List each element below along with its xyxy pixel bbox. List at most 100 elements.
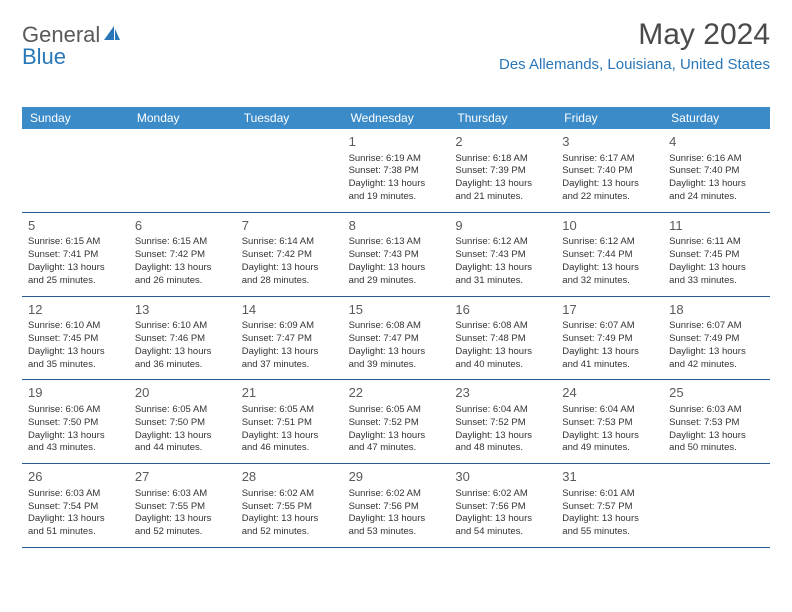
- day-cell-25: 25Sunrise: 6:03 AMSunset: 7:53 PMDayligh…: [663, 380, 770, 463]
- day-info: Sunrise: 6:11 AMSunset: 7:45 PMDaylight:…: [669, 236, 764, 287]
- day-info: Sunrise: 6:06 AMSunset: 7:50 PMDaylight:…: [28, 404, 123, 455]
- day-cell-21: 21 Sunrise: 6:05 AMSunset: 7:51 PMDayligh…: [236, 380, 343, 463]
- day-number: 23: [455, 384, 550, 402]
- day-cell-12: 12Sunrise: 6:10 AMSunset: 7:45 PMDayligh…: [22, 297, 129, 380]
- day-number: 4: [669, 133, 764, 151]
- day-number: 24: [562, 384, 657, 402]
- day-number: 21: [242, 384, 337, 402]
- day-info: Sunrise: 6:07 AMSunset: 7:49 PMDaylight:…: [562, 320, 657, 371]
- day-cell-6: 6Sunrise: 6:15 AMSunset: 7:42 PMDaylight…: [129, 213, 236, 296]
- day-info: Sunrise: 6:02 AMSunset: 7:55 PMDaylight:…: [242, 488, 337, 539]
- day-header-sunday: Sunday: [22, 107, 129, 129]
- day-number: 7: [242, 217, 337, 235]
- day-info: Sunrise: 6:05 AMSunset: 7:51 PMDaylight:…: [242, 404, 337, 455]
- day-number: 14: [242, 301, 337, 319]
- day-header-friday: Friday: [556, 107, 663, 129]
- week-row: 5Sunrise: 6:15 AMSunset: 7:41 PMDaylight…: [22, 213, 770, 297]
- day-number: 6: [135, 217, 230, 235]
- day-cell-empty: [129, 129, 236, 212]
- day-number: 27: [135, 468, 230, 486]
- day-header-wednesday: Wednesday: [343, 107, 450, 129]
- day-number: 1: [349, 133, 444, 151]
- day-cell-26: 26 Sunrise: 6:03 AMSunset: 7:54 PMDayligh…: [22, 464, 129, 547]
- day-info: Sunrise: 6:03 AMSunset: 7:53 PMDaylight:…: [669, 404, 764, 455]
- day-header-saturday: Saturday: [663, 107, 770, 129]
- day-info: Sunrise: 6:18 AMSunset: 7:39 PMDaylight:…: [455, 153, 550, 204]
- day-cell-23: 23 Sunrise: 6:04 AMSunset: 7:52 PMDayligh…: [449, 380, 556, 463]
- day-info: Sunrise: 6:12 AMSunset: 7:44 PMDaylight:…: [562, 236, 657, 287]
- day-info: Sunrise: 6:15 AMSunset: 7:42 PMDaylight:…: [135, 236, 230, 287]
- day-info: Sunrise: 6:10 AMSunset: 7:45 PMDaylight:…: [28, 320, 123, 371]
- day-info: Sunrise: 6:02 AMSunset: 7:56 PMDaylight:…: [349, 488, 444, 539]
- day-number: 15: [349, 301, 444, 319]
- day-info: Sunrise: 6:04 AMSunset: 7:52 PMDaylight:…: [455, 404, 550, 455]
- day-cell-empty: [236, 129, 343, 212]
- day-number: 30: [455, 468, 550, 486]
- day-info: Sunrise: 6:05 AMSunset: 7:50 PMDaylight:…: [135, 404, 230, 455]
- day-cell-13: 13Sunrise: 6:10 AMSunset: 7:46 PMDayligh…: [129, 297, 236, 380]
- day-cell-14: 14Sunrise: 6:09 AMSunset: 7:47 PMDayligh…: [236, 297, 343, 380]
- day-cell-5: 5Sunrise: 6:15 AMSunset: 7:41 PMDaylight…: [22, 213, 129, 296]
- day-cell-4: 4Sunrise: 6:16 AMSunset: 7:40 PMDaylight…: [663, 129, 770, 212]
- day-cell-28: 28Sunrise: 6:02 AMSunset: 7:55 PMDayligh…: [236, 464, 343, 547]
- calendar-grid: SundayMondayTuesdayWednesdayThursdayFrid…: [22, 107, 770, 548]
- day-info: Sunrise: 6:12 AMSunset: 7:43 PMDaylight:…: [455, 236, 550, 287]
- day-info: Sunrise: 6:17 AMSunset: 7:40 PMDaylight:…: [562, 153, 657, 204]
- day-cell-1: 1 Sunrise: 6:19 AMSunset: 7:38 PMDaylight…: [343, 129, 450, 212]
- day-cell-31: 31Sunrise: 6:01 AMSunset: 7:57 PMDayligh…: [556, 464, 663, 547]
- day-number: 13: [135, 301, 230, 319]
- day-info: Sunrise: 6:08 AMSunset: 7:47 PMDaylight:…: [349, 320, 444, 371]
- day-cell-empty: [663, 464, 770, 547]
- day-cell-24: 24 Sunrise: 6:04 AMSunset: 7:53 PMDayligh…: [556, 380, 663, 463]
- day-number: 20: [135, 384, 230, 402]
- day-number: 29: [349, 468, 444, 486]
- day-cell-3: 3 Sunrise: 6:17 AMSunset: 7:40 PMDaylight…: [556, 129, 663, 212]
- day-info: Sunrise: 6:03 AMSunset: 7:55 PMDaylight:…: [135, 488, 230, 539]
- week-row: 12Sunrise: 6:10 AMSunset: 7:45 PMDayligh…: [22, 297, 770, 381]
- day-info: Sunrise: 6:08 AMSunset: 7:48 PMDaylight:…: [455, 320, 550, 371]
- day-cell-30: 30Sunrise: 6:02 AMSunset: 7:56 PMDayligh…: [449, 464, 556, 547]
- brand-logo-line2: Blue: [22, 44, 66, 70]
- day-info: Sunrise: 6:09 AMSunset: 7:47 PMDaylight:…: [242, 320, 337, 371]
- day-number: 3: [562, 133, 657, 151]
- day-number: 22: [349, 384, 444, 402]
- week-row: 19Sunrise: 6:06 AMSunset: 7:50 PMDayligh…: [22, 380, 770, 464]
- day-cell-27: 27 Sunrise: 6:03 AMSunset: 7:55 PMDayligh…: [129, 464, 236, 547]
- day-header-tuesday: Tuesday: [236, 107, 343, 129]
- week-row: 26 Sunrise: 6:03 AMSunset: 7:54 PMDayligh…: [22, 464, 770, 548]
- day-number: 26: [28, 468, 123, 486]
- weeks-container: 1 Sunrise: 6:19 AMSunset: 7:38 PMDaylight…: [22, 129, 770, 548]
- day-info: Sunrise: 6:14 AMSunset: 7:42 PMDaylight:…: [242, 236, 337, 287]
- day-cell-15: 15Sunrise: 6:08 AMSunset: 7:47 PMDayligh…: [343, 297, 450, 380]
- day-cell-11: 11Sunrise: 6:11 AMSunset: 7:45 PMDayligh…: [663, 213, 770, 296]
- day-cell-22: 22Sunrise: 6:05 AMSunset: 7:52 PMDayligh…: [343, 380, 450, 463]
- day-cell-19: 19Sunrise: 6:06 AMSunset: 7:50 PMDayligh…: [22, 380, 129, 463]
- day-cell-29: 29 Sunrise: 6:02 AMSunset: 7:56 PMDayligh…: [343, 464, 450, 547]
- brand-text-2: Blue: [22, 44, 66, 69]
- day-number: 18: [669, 301, 764, 319]
- day-info: Sunrise: 6:10 AMSunset: 7:46 PMDaylight:…: [135, 320, 230, 371]
- day-cell-empty: [22, 129, 129, 212]
- day-number: 12: [28, 301, 123, 319]
- day-cell-2: 2Sunrise: 6:18 AMSunset: 7:39 PMDaylight…: [449, 129, 556, 212]
- day-info: Sunrise: 6:03 AMSunset: 7:54 PMDaylight:…: [28, 488, 123, 539]
- day-number: 17: [562, 301, 657, 319]
- day-number: 5: [28, 217, 123, 235]
- day-number: 9: [455, 217, 550, 235]
- day-cell-10: 10Sunrise: 6:12 AMSunset: 7:44 PMDayligh…: [556, 213, 663, 296]
- calendar-page: General May 2024 Des Allemands, Louisian…: [0, 0, 792, 566]
- day-header-thursday: Thursday: [449, 107, 556, 129]
- day-cell-8: 8Sunrise: 6:13 AMSunset: 7:43 PMDaylight…: [343, 213, 450, 296]
- sail-icon: [102, 24, 122, 47]
- day-cell-17: 17Sunrise: 6:07 AMSunset: 7:49 PMDayligh…: [556, 297, 663, 380]
- day-number: 8: [349, 217, 444, 235]
- day-info: Sunrise: 6:13 AMSunset: 7:43 PMDaylight:…: [349, 236, 444, 287]
- day-info: Sunrise: 6:01 AMSunset: 7:57 PMDaylight:…: [562, 488, 657, 539]
- week-row: 1 Sunrise: 6:19 AMSunset: 7:38 PMDaylight…: [22, 129, 770, 213]
- day-cell-16: 16Sunrise: 6:08 AMSunset: 7:48 PMDayligh…: [449, 297, 556, 380]
- day-info: Sunrise: 6:19 AMSunset: 7:38 PMDaylight:…: [349, 153, 444, 204]
- day-cell-7: 7Sunrise: 6:14 AMSunset: 7:42 PMDaylight…: [236, 213, 343, 296]
- day-info: Sunrise: 6:04 AMSunset: 7:53 PMDaylight:…: [562, 404, 657, 455]
- day-info: Sunrise: 6:07 AMSunset: 7:49 PMDaylight:…: [669, 320, 764, 371]
- title-block: May 2024 Des Allemands, Louisiana, Unite…: [499, 18, 770, 73]
